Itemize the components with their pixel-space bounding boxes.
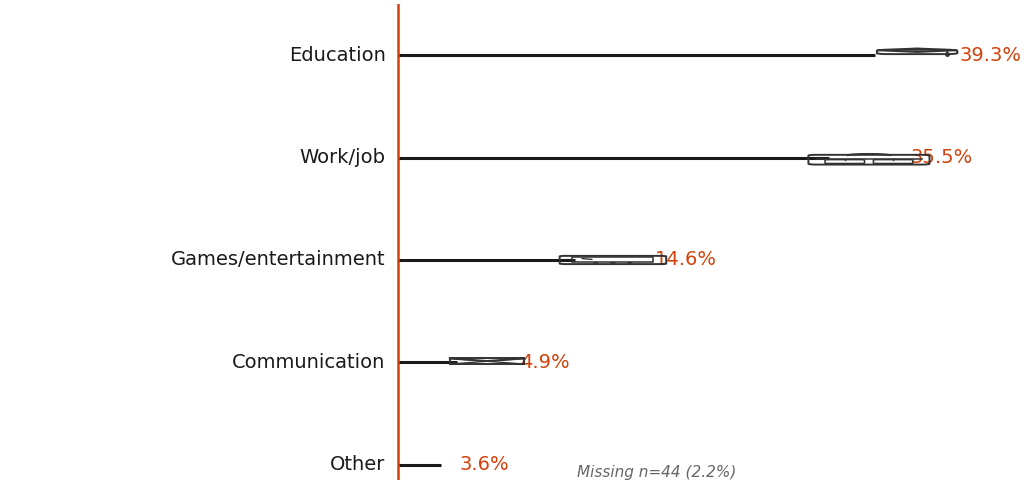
Text: Education: Education [288, 46, 386, 65]
Text: 39.3%: 39.3% [960, 46, 1022, 65]
Text: 4.9%: 4.9% [520, 353, 570, 372]
Text: Games/entertainment: Games/entertainment [171, 250, 386, 269]
Text: Work/job: Work/job [300, 148, 386, 167]
Text: 35.5%: 35.5% [911, 148, 973, 167]
Text: Communication: Communication [233, 353, 386, 372]
Bar [573, 258, 653, 262]
Text: 3.6%: 3.6% [459, 455, 509, 474]
Text: Missing n=44 (2.2%): Missing n=44 (2.2%) [577, 465, 736, 480]
Text: 14.6%: 14.6% [655, 250, 717, 269]
Text: Other: Other [330, 455, 386, 474]
